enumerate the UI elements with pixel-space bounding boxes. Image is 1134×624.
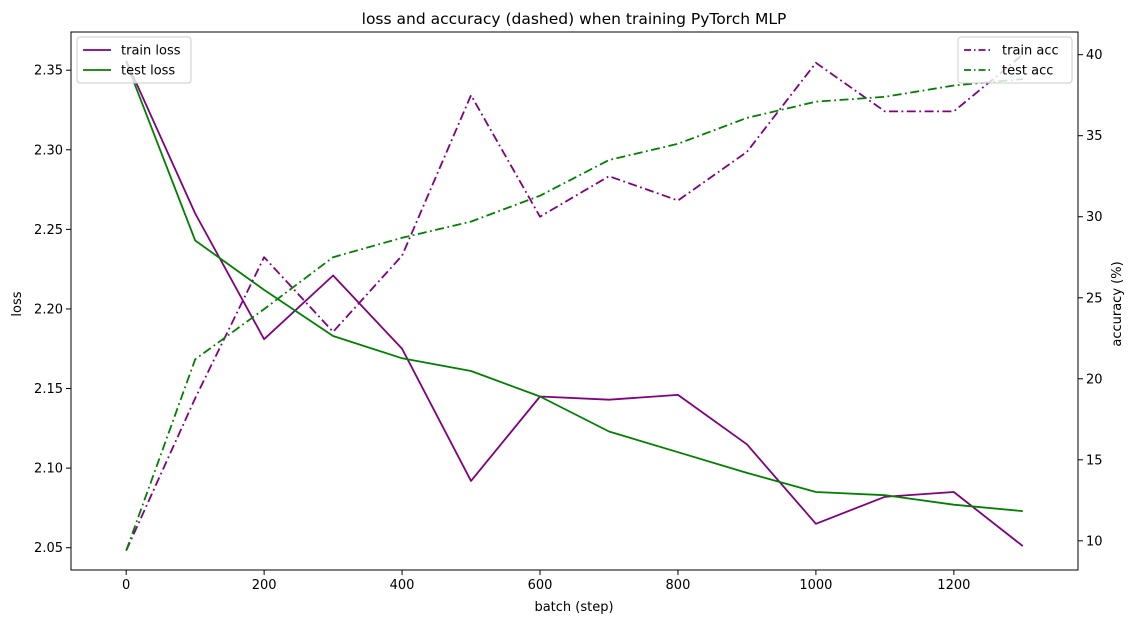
- legend-box: [76, 36, 192, 84]
- y-left-tick-label: 2.10: [34, 462, 63, 477]
- y-left-tick-label: 2.20: [34, 302, 63, 317]
- x-axis-title: batch (step): [534, 600, 613, 615]
- x-tick-label: 600: [528, 578, 553, 593]
- y-left-tick-label: 2.30: [34, 143, 63, 158]
- legend-label: train acc: [1002, 44, 1059, 59]
- y-right-tick-label: 30: [1086, 210, 1103, 225]
- legend-label: train loss: [121, 44, 181, 59]
- y-right-tick-label: 15: [1086, 453, 1103, 468]
- y-right-tick-label: 10: [1086, 534, 1103, 549]
- y-left-tick-label: 2.35: [34, 64, 63, 79]
- series-line-train-loss: [125, 60, 1024, 547]
- axes: 0 200 400 600 800 1000 1200 2.05 2.10 2.15 2.20 2.2…: [34, 31, 1103, 593]
- y-left-axis-title: loss: [10, 291, 25, 316]
- x-tick-label: 1000: [799, 578, 832, 593]
- legend-accuracy: train acc test acc: [957, 36, 1073, 84]
- x-tick-label: 400: [390, 578, 415, 593]
- legend-label: test acc: [1002, 64, 1053, 79]
- y-left-tick-label: 2.25: [34, 223, 63, 238]
- legend-label: test loss: [121, 64, 175, 79]
- y-right-tick-label: 40: [1086, 48, 1103, 63]
- legend-box: [957, 36, 1073, 84]
- y-right-axis-title: accuracy (%): [1110, 261, 1125, 346]
- chart-title: loss and accuracy (dashed) when training…: [362, 10, 787, 28]
- series-line-train-acc: [125, 54, 1024, 551]
- y-right-tick-label: 25: [1086, 291, 1103, 306]
- y-left-tick-label: 2.15: [34, 382, 63, 397]
- x-tick-label: 800: [666, 578, 691, 593]
- y-left-tick-label: 2.05: [34, 541, 63, 556]
- plot-frame: [70, 31, 1079, 571]
- legend-loss: train loss test loss: [76, 36, 192, 84]
- y-right-tick-label: 20: [1086, 372, 1103, 387]
- series-line-test-loss: [125, 61, 1023, 512]
- x-tick-label: 1200: [937, 578, 970, 593]
- x-tick-label: 0: [122, 578, 130, 593]
- x-tick-label: 200: [252, 578, 277, 593]
- y-right-tick-label: 35: [1086, 129, 1103, 144]
- plot-area: [125, 54, 1024, 551]
- series-line-test-acc: [125, 78, 1023, 551]
